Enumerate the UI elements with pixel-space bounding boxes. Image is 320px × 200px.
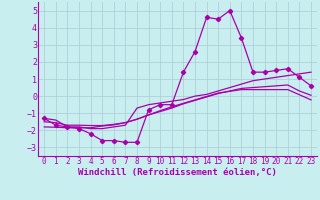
X-axis label: Windchill (Refroidissement éolien,°C): Windchill (Refroidissement éolien,°C) xyxy=(78,168,277,177)
